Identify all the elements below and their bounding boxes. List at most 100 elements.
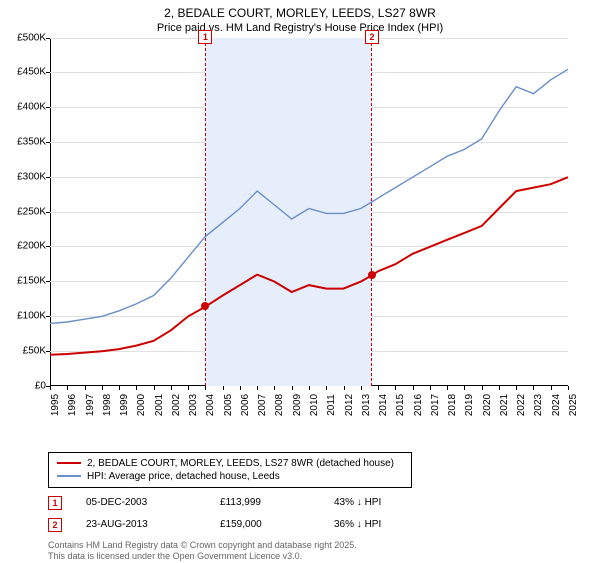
sale-row: 2 23-AUG-2013 £159,000 36% ↓ HPI	[48, 518, 600, 532]
x-tick-label: 2025	[568, 393, 579, 415]
x-tick-mark	[292, 386, 293, 390]
x-tick-label: 1996	[67, 393, 78, 415]
x-tick-mark	[309, 386, 310, 390]
sale-row-marker: 1	[48, 496, 62, 510]
chart-subtitle: Price paid vs. HM Land Registry's House …	[0, 22, 600, 38]
x-tick-label: 2002	[171, 393, 182, 415]
x-tick-label: 1999	[119, 393, 130, 415]
x-tick-mark	[50, 386, 51, 390]
x-tick-label: 2011	[326, 394, 337, 416]
y-tick-label: £100K	[8, 310, 46, 321]
y-tick-label: £300K	[8, 171, 46, 182]
x-tick-mark	[205, 386, 206, 390]
footer-line-1: Contains HM Land Registry data © Crown c…	[48, 540, 600, 552]
x-tick-mark	[274, 386, 275, 390]
sale-date: 05-DEC-2003	[86, 497, 196, 508]
x-tick-label: 1997	[85, 393, 96, 415]
chart-title: 2, BEDALE COURT, MORLEY, LEEDS, LS27 8WR	[0, 0, 600, 22]
x-tick-label: 2005	[223, 393, 234, 415]
footer-line-2: This data is licensed under the Open Gov…	[48, 551, 600, 563]
x-tick-label: 2023	[533, 393, 544, 415]
legend-swatch	[57, 462, 81, 464]
x-tick-label: 2022	[516, 393, 527, 415]
x-tick-mark	[188, 386, 189, 390]
x-tick-mark	[223, 386, 224, 390]
x-tick-mark	[85, 386, 86, 390]
x-tick-label: 2020	[482, 393, 493, 415]
x-tick-mark	[464, 386, 465, 390]
x-tick-label: 2015	[395, 393, 406, 415]
chart-area: £0 £50K £100K £150K £200K £250K £300K £350K £400…	[8, 38, 568, 418]
sale-delta: 36% ↓ HPI	[334, 519, 381, 530]
x-tick-mark	[154, 386, 155, 390]
x-tick-label: 2009	[292, 393, 303, 415]
sale-row: 1 05-DEC-2003 £113,999 43% ↓ HPI	[48, 496, 600, 510]
x-tick-label: 2007	[257, 393, 268, 415]
x-tick-mark	[102, 386, 103, 390]
x-tick-label: 2019	[464, 393, 475, 415]
sale-price: £113,999	[220, 497, 310, 508]
y-tick-label: £400K	[8, 102, 46, 113]
x-tick-label: 2013	[361, 393, 372, 415]
x-tick-label: 2012	[344, 393, 355, 415]
x-tick-mark	[568, 386, 569, 390]
x-tick-label: 2016	[413, 393, 424, 415]
x-tick-mark	[482, 386, 483, 390]
x-tick-mark	[499, 386, 500, 390]
x-tick-mark	[533, 386, 534, 390]
sale-price: £159,000	[220, 519, 310, 530]
sales-table: 1 05-DEC-2003 £113,999 43% ↓ HPI 2 23-AUG-201…	[0, 496, 600, 532]
x-tick-mark	[257, 386, 258, 390]
plot-region: £0£50K£100K£150K£200K£250K£300K£350K£400…	[50, 38, 568, 386]
x-tick-label: 2017	[430, 393, 441, 415]
x-tick-label: 2008	[274, 393, 285, 415]
x-tick-mark	[326, 386, 327, 390]
x-tick-label: 2004	[205, 393, 216, 415]
sale-point	[201, 302, 209, 310]
sale-row-marker: 2	[48, 518, 62, 532]
x-tick-label: 2001	[154, 393, 165, 415]
chart-container: 2, BEDALE COURT, MORLEY, LEEDS, LS27 8WR…	[0, 0, 600, 560]
x-tick-label: 2006	[240, 393, 251, 415]
y-tick-label: £500K	[8, 32, 46, 43]
y-tick-label: £250K	[8, 206, 46, 217]
sale-point	[368, 271, 376, 279]
x-tick-label: 2003	[188, 393, 199, 415]
y-tick-label: £0	[8, 380, 46, 391]
x-tick-mark	[395, 386, 396, 390]
x-tick-label: 1995	[50, 393, 61, 415]
x-tick-label: 2000	[136, 393, 147, 415]
x-tick-mark	[240, 386, 241, 390]
x-tick-label: 2018	[447, 393, 458, 415]
x-tick-label: 2024	[551, 393, 562, 415]
x-tick-label: 2014	[378, 393, 389, 415]
x-tick-label: 2010	[309, 393, 320, 415]
footer: Contains HM Land Registry data © Crown c…	[48, 540, 600, 563]
x-tick-mark	[361, 386, 362, 390]
legend-label: HPI: Average price, detached house, Leed…	[87, 471, 280, 482]
x-tick-mark	[551, 386, 552, 390]
y-tick-label: £200K	[8, 241, 46, 252]
y-tick-label: £150K	[8, 276, 46, 287]
legend-swatch	[57, 475, 81, 476]
x-tick-mark	[516, 386, 517, 390]
series-line	[50, 177, 568, 355]
x-tick-mark	[136, 386, 137, 390]
x-tick-mark	[447, 386, 448, 390]
sale-delta: 43% ↓ HPI	[334, 497, 381, 508]
x-tick-mark	[344, 386, 345, 390]
y-tick-label: £450K	[8, 67, 46, 78]
x-tick-mark	[67, 386, 68, 390]
x-tick-mark	[119, 386, 120, 390]
y-tick-label: £350K	[8, 136, 46, 147]
y-tick-label: £50K	[8, 345, 46, 356]
x-tick-mark	[430, 386, 431, 390]
legend-row: HPI: Average price, detached house, Leed…	[57, 470, 403, 483]
x-tick-mark	[171, 386, 172, 390]
sale-date: 23-AUG-2013	[86, 519, 196, 530]
legend: 2, BEDALE COURT, MORLEY, LEEDS, LS27 8WR…	[48, 452, 412, 488]
x-tick-label: 1998	[102, 393, 113, 415]
legend-label: 2, BEDALE COURT, MORLEY, LEEDS, LS27 8WR…	[87, 458, 394, 469]
x-tick-mark	[413, 386, 414, 390]
x-tick-mark	[378, 386, 379, 390]
